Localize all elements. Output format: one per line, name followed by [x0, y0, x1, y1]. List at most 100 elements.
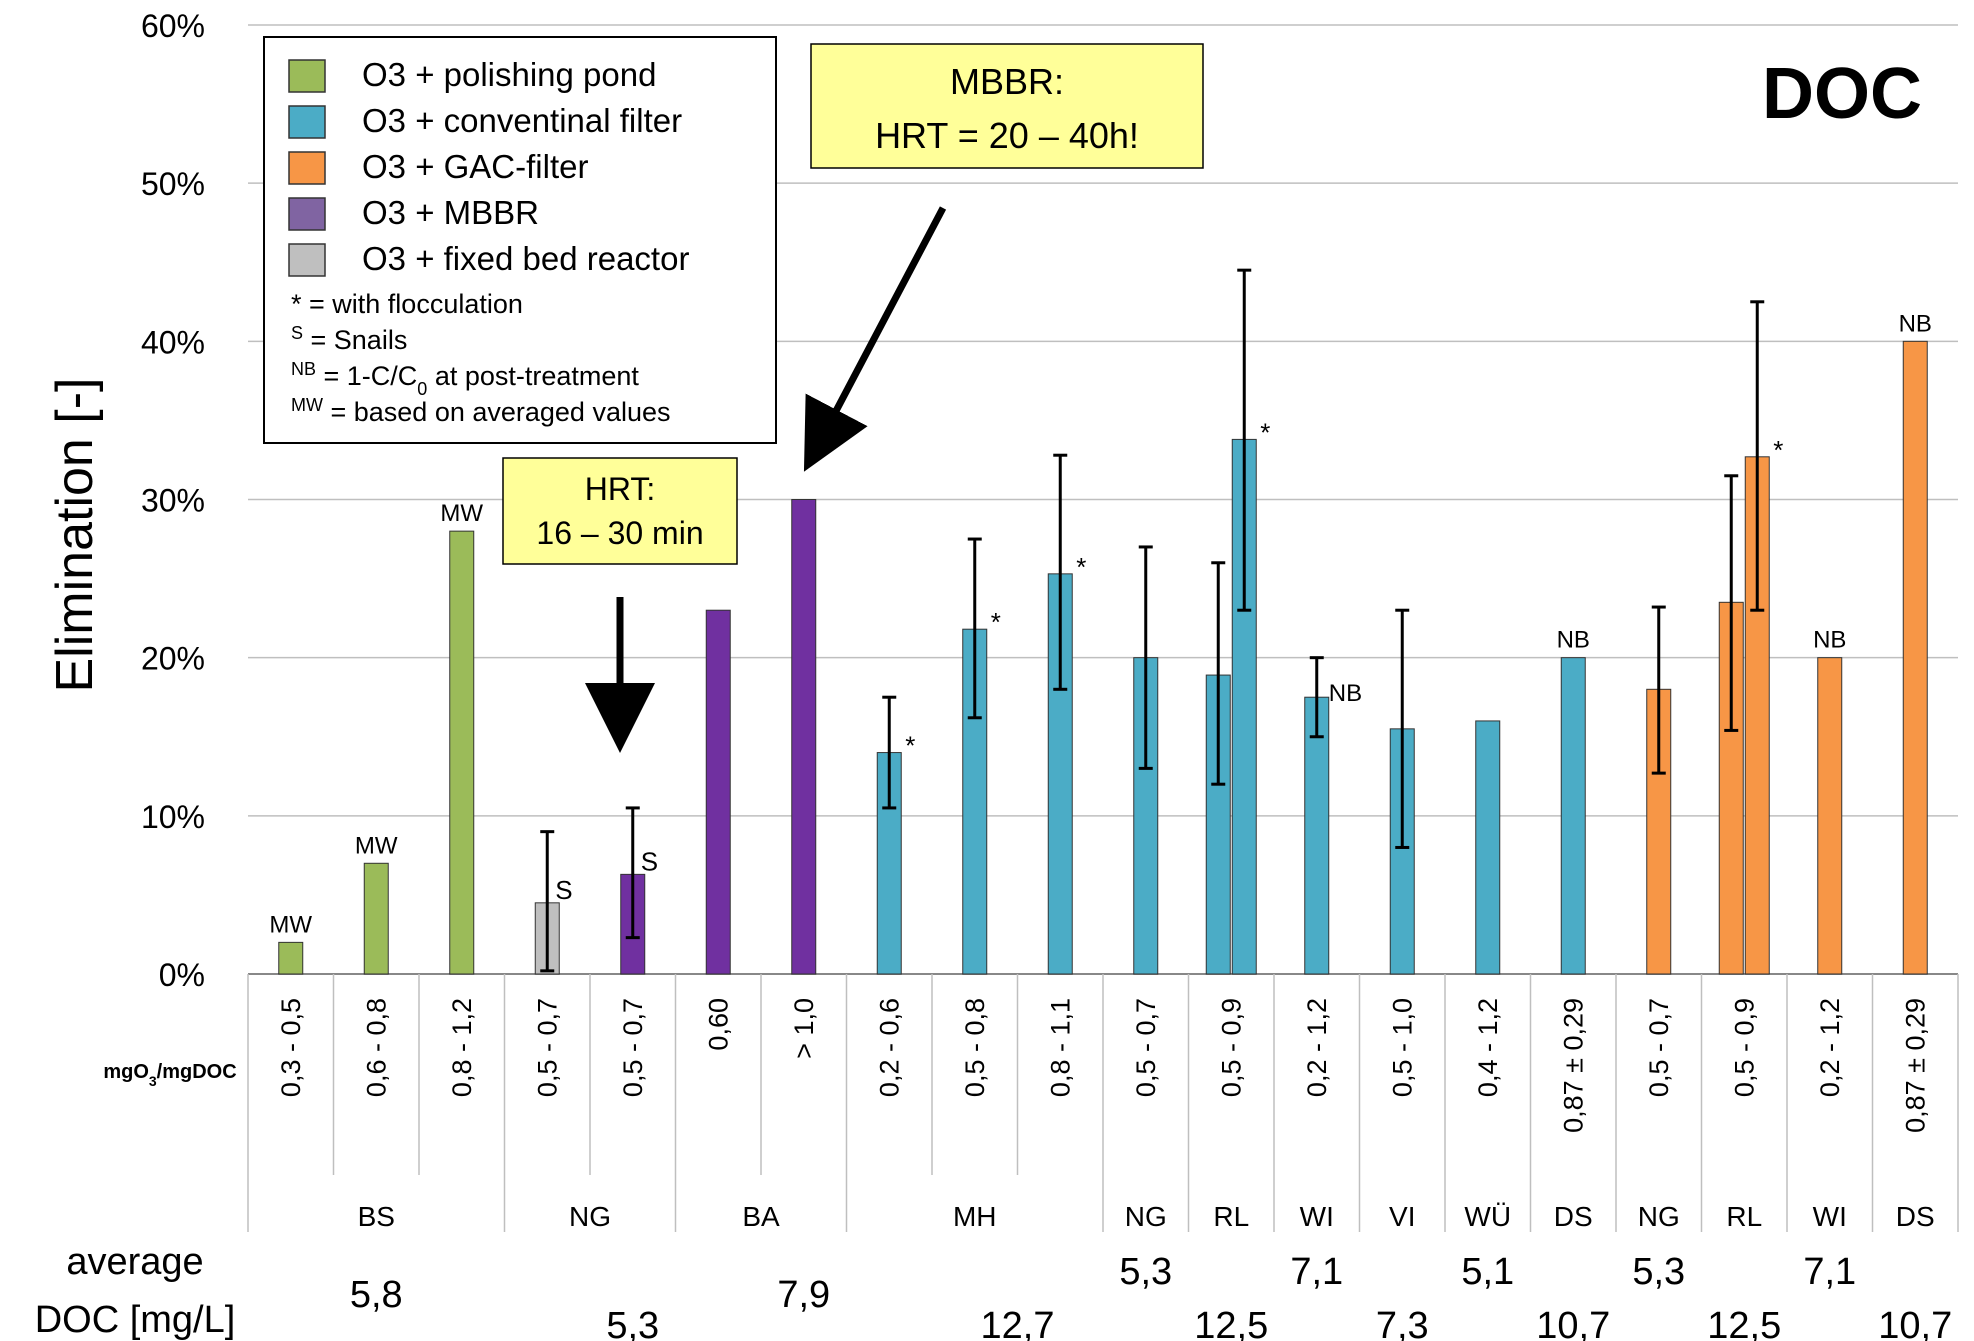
bar [791, 499, 817, 975]
legend-note: NB = 1-C/C0 at post-treatment [291, 359, 639, 399]
bar-label: * [1773, 435, 1783, 465]
legend-note: MW = based on averaged values [291, 395, 671, 427]
avg-doc-value: 5,8 [350, 1274, 403, 1316]
x-tick-label: 0,5 - 0,7 [1131, 998, 1161, 1097]
legend-label: O3 + fixed bed reactor [362, 240, 689, 277]
avg-doc-value: 12,7 [981, 1305, 1055, 1341]
bar-label: NB [1329, 680, 1362, 707]
y-tick-label: 40% [141, 324, 205, 360]
site-label: WI [1300, 1201, 1334, 1232]
legend-swatch [288, 59, 326, 93]
avg-doc-value: 7,3 [1376, 1305, 1429, 1341]
dose-axis-label: mgO3/mgDOC [103, 1061, 236, 1089]
x-tick-label: 0,2 - 1,2 [1302, 998, 1332, 1097]
avg-doc-label-line1: average [66, 1241, 203, 1283]
x-tick-label: 0,5 - 0,9 [1216, 998, 1246, 1097]
bars [278, 268, 1928, 975]
bar-label: S [555, 875, 572, 905]
legend-label: O3 + GAC-filter [362, 148, 588, 185]
x-tick-label: 0,3 - 0,5 [276, 998, 306, 1097]
avg-doc-value: 12,5 [1194, 1305, 1268, 1341]
bar-label: NB [1899, 310, 1932, 337]
site-label: NG [1125, 1201, 1167, 1232]
y-tick-label: 60% [141, 8, 205, 44]
bar [1560, 657, 1586, 975]
x-tick-label: 0,87 ± 0,29 [1558, 998, 1588, 1133]
x-tick-label: > 1,0 [789, 998, 819, 1059]
bar [1718, 601, 1744, 975]
legend-swatch [288, 151, 326, 185]
mbbr-callout-line2: HRT = 20 – 40h! [875, 115, 1139, 156]
x-tick-label: 0,5 - 0,7 [618, 998, 648, 1097]
mbbr-callout: MBBR: HRT = 20 – 40h! [803, 43, 1204, 472]
avg-doc-label-line2: DOC [mg/L] [35, 1299, 236, 1341]
site-label: DS [1896, 1201, 1935, 1232]
bar-label: S [641, 846, 658, 876]
site-label: NG [1638, 1201, 1680, 1232]
hrt-callout-line1: HRT: [585, 471, 656, 507]
site-label: WI [1813, 1201, 1847, 1232]
site-label: BA [742, 1201, 780, 1232]
legend-note: S = Snails [291, 323, 407, 355]
legend-swatch [288, 105, 326, 139]
bar [1475, 720, 1501, 975]
site-label: DS [1554, 1201, 1593, 1232]
bar-label: * [1076, 552, 1086, 582]
bar-label: MW [269, 911, 312, 938]
avg-doc-value: 10,7 [1878, 1305, 1952, 1341]
site-label: MH [953, 1201, 997, 1232]
bar [1304, 696, 1330, 975]
gridlines: 0% 10% 20% 30% 40% 50% 60% [141, 8, 1958, 993]
legend-label: O3 + conventinal filter [362, 102, 682, 139]
x-tick-label: 0,8 - 1,1 [1045, 998, 1075, 1097]
bar [1902, 340, 1928, 975]
y-tick-label: 50% [141, 166, 205, 202]
site-label: BS [358, 1201, 395, 1232]
site-label: RL [1726, 1201, 1762, 1232]
x-tick-label: 0,8 - 1,2 [447, 998, 477, 1097]
x-tick-label: 0,2 - 1,2 [1815, 998, 1845, 1097]
x-tick-label: 0,87 ± 0,29 [1900, 998, 1930, 1133]
y-tick-label: 0% [159, 957, 205, 993]
bar-label: * [1260, 417, 1270, 447]
hrt-callout: HRT: 16 – 30 min [502, 457, 738, 753]
x-tick-label: 0,5 - 0,7 [1644, 998, 1674, 1097]
bar-label: NB [1813, 627, 1846, 654]
legend-note: * = with flocculation [291, 289, 523, 319]
hrt-callout-line2: 16 – 30 min [536, 515, 703, 551]
bar-labels: MW MW MW S S * * * * NB NB * NB NB [269, 310, 1932, 938]
bar-label: NB [1557, 627, 1590, 654]
x-tick-label: 0,5 - 0,8 [960, 998, 990, 1097]
legend-swatch [288, 197, 326, 231]
avg-doc-value: 10,7 [1536, 1305, 1610, 1341]
avg-doc-value: 7,1 [1290, 1251, 1343, 1293]
x-tick-label: 0,60 [703, 998, 733, 1051]
site-label: RL [1213, 1201, 1249, 1232]
bar [1817, 657, 1843, 975]
y-tick-label: 30% [141, 483, 205, 519]
bar [449, 530, 475, 975]
bar-label: * [991, 607, 1001, 637]
mbbr-callout-line1: MBBR: [950, 61, 1064, 102]
y-tick-label: 20% [141, 641, 205, 677]
legend-label: O3 + MBBR [362, 194, 539, 231]
bar-label: MW [440, 500, 483, 527]
x-tick-label: 0,5 - 0,7 [532, 998, 562, 1097]
legend: O3 + polishing pond O3 + conventinal filt… [263, 36, 777, 444]
avg-doc-value: 5,3 [1119, 1251, 1172, 1293]
x-tick-label: 0,5 - 0,9 [1729, 998, 1759, 1097]
avg-doc-value: 7,9 [777, 1274, 830, 1316]
chart-title: DOC [1762, 54, 1922, 134]
bar [363, 862, 389, 975]
legend-label: O3 + polishing pond [362, 56, 656, 93]
site-label: VI [1389, 1201, 1415, 1232]
x-tick-label: 0,2 - 0,6 [874, 998, 904, 1097]
category-table: 0,3 - 0,5 0,6 - 0,8 0,8 - 1,2 0,5 - 0,7 0,5 … [247, 974, 1959, 1341]
legend-swatch [288, 243, 326, 277]
x-tick-label: 0,6 - 0,8 [361, 998, 391, 1097]
x-tick-label: 0,5 - 1,0 [1387, 998, 1417, 1097]
bar-label: * [905, 731, 915, 761]
avg-doc-value: 5,1 [1461, 1251, 1514, 1293]
avg-doc-value: 7,1 [1803, 1251, 1856, 1293]
avg-doc-value: 5,3 [1632, 1251, 1685, 1293]
